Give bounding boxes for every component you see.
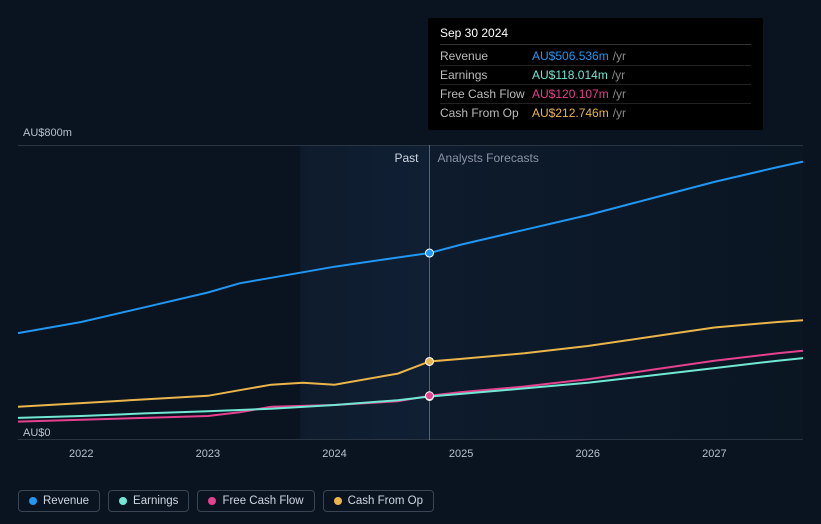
legend-label: Free Cash Flow [222, 495, 303, 507]
legend-dot-icon [119, 497, 127, 505]
x-tick-label: 2023 [196, 448, 220, 460]
tooltip-value: AU$506.536m [532, 49, 609, 63]
hover-marker-revenue [425, 249, 433, 257]
tooltip-row-revenue: RevenueAU$506.536m/yr [440, 47, 751, 66]
series-line-revenue [18, 162, 803, 334]
chart-lines [18, 145, 803, 440]
tooltip-label: Earnings [440, 68, 532, 82]
tooltip-suffix: /yr [613, 87, 626, 101]
series-line-cfo [18, 320, 803, 407]
x-tick-label: 2025 [449, 448, 473, 460]
tooltip-date: Sep 30 2024 [440, 26, 751, 45]
hover-marker-cfo [425, 357, 433, 365]
forecast-region-label: Analysts Forecasts [437, 151, 538, 165]
tooltip-label: Revenue [440, 49, 532, 63]
tooltip-value: AU$120.107m [532, 87, 609, 101]
tooltip-value: AU$118.014m [532, 68, 608, 82]
legend-dot-icon [29, 497, 37, 505]
legend-dot-icon [334, 497, 342, 505]
tooltip-suffix: /yr [613, 49, 626, 63]
tooltip-row-earnings: EarningsAU$118.014m/yr [440, 66, 751, 85]
tooltip-value: AU$212.746m [532, 106, 609, 120]
legend-label: Revenue [43, 495, 89, 507]
legend-label: Earnings [133, 495, 178, 507]
hover-tooltip: Sep 30 2024 RevenueAU$506.536m/yrEarning… [428, 18, 763, 130]
tooltip-suffix: /yr [613, 106, 626, 120]
tooltip-label: Free Cash Flow [440, 87, 532, 101]
legend-item-earnings[interactable]: Earnings [108, 490, 189, 512]
legend-item-revenue[interactable]: Revenue [18, 490, 100, 512]
series-line-earnings [18, 358, 803, 418]
tooltip-label: Cash From Op [440, 106, 532, 120]
x-tick-label: 2027 [702, 448, 726, 460]
legend: Revenue Earnings Free Cash Flow Cash From O… [18, 490, 434, 512]
legend-item-fcf[interactable]: Free Cash Flow [197, 490, 314, 512]
legend-label: Cash From Op [348, 495, 423, 507]
tooltip-row-fcf: Free Cash FlowAU$120.107m/yr [440, 85, 751, 104]
x-tick-label: 2024 [322, 448, 346, 460]
legend-dot-icon [208, 497, 216, 505]
x-tick-label: 2026 [576, 448, 600, 460]
legend-item-cfo[interactable]: Cash From Op [323, 490, 434, 512]
past-region-label: Past [394, 151, 418, 165]
y-axis-max-label: AU$800m [23, 127, 72, 139]
x-tick-label: 2022 [69, 448, 93, 460]
tooltip-row-cfo: Cash From OpAU$212.746m/yr [440, 104, 751, 122]
series-line-fcf [18, 351, 803, 422]
hover-marker-fcf [425, 392, 433, 400]
tooltip-suffix: /yr [612, 68, 625, 82]
